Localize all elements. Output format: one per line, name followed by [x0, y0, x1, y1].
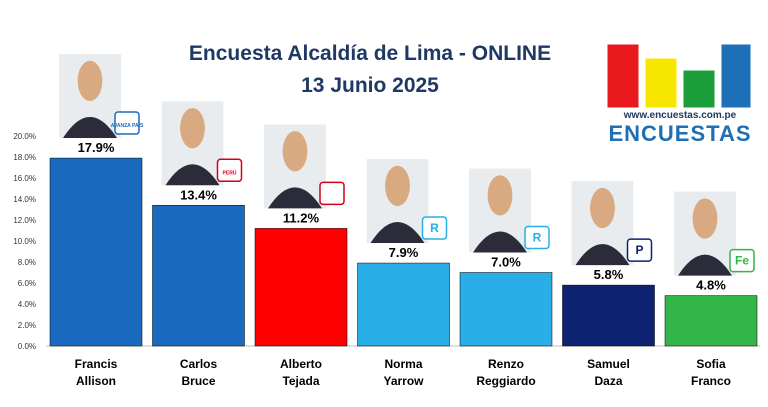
candidate-photo [161, 101, 224, 186]
renovacion-popular-logo-text: R [533, 231, 542, 245]
candidate-photo [264, 124, 326, 209]
logo-word: ENCUESTAS [608, 121, 752, 146]
x-tick-label: Yarrow [383, 374, 424, 388]
x-tick-label: Carlos [180, 357, 218, 371]
x-tick-label: Norma [384, 357, 422, 371]
candidate-photo [469, 168, 531, 253]
y-tick-label: 20.0% [13, 132, 36, 141]
bar [357, 262, 450, 347]
bar [562, 284, 655, 347]
data-label: 17.9% [78, 140, 115, 155]
candidate-photo [366, 159, 429, 244]
avanza-pais-logo-text: AVANZA PAÍS [111, 121, 144, 129]
podemos-logo [626, 238, 653, 262]
avanza-pais-logo [114, 111, 140, 135]
somos-peru-logo-text: PERÚ [223, 169, 237, 176]
bar [254, 228, 348, 347]
x-tick-label: Daza [594, 374, 622, 388]
renovacion-popular-logo [524, 225, 550, 250]
data-label: 13.4% [180, 187, 217, 202]
apra-logo [319, 181, 345, 206]
candidate-photo [674, 191, 736, 276]
bar [664, 295, 758, 347]
y-tick-label: 2.0% [18, 321, 36, 330]
y-tick-label: 8.0% [18, 258, 36, 267]
x-tick-label: Samuel [587, 357, 630, 371]
fe-logo [729, 248, 755, 273]
x-tick-label: Reggiardo [476, 374, 535, 388]
y-tick-label: 6.0% [18, 279, 36, 288]
bar [459, 272, 553, 347]
somos-peru-logo [216, 158, 243, 183]
y-tick-label: 18.0% [13, 153, 36, 162]
data-label: 7.9% [389, 245, 419, 260]
chart-subtitle: 13 Junio 2025 [301, 74, 439, 97]
data-label: 11.2% [283, 210, 320, 225]
renovacion-popular-logo [421, 216, 448, 240]
x-tick-label: Tejada [282, 374, 319, 388]
x-tick-label: Franco [691, 374, 731, 388]
data-label: 5.8% [594, 267, 624, 282]
renovacion-popular-logo-text: R [430, 221, 439, 235]
x-tick-label: Allison [76, 374, 116, 388]
y-tick-label: 16.0% [13, 174, 36, 183]
data-label: 7.0% [491, 255, 521, 270]
x-tick-label: Bruce [181, 374, 215, 388]
x-tick-label: Sofia [696, 357, 726, 371]
encuestas-logo-bars [606, 43, 752, 109]
candidate-photo [571, 181, 634, 266]
logo-url: www.encuestas.com.pe [623, 110, 737, 121]
y-tick-label: 0.0% [18, 342, 36, 351]
x-tick-label: Alberto [280, 357, 322, 371]
candidate-photo [59, 54, 121, 139]
y-tick-label: 12.0% [13, 216, 36, 225]
y-tick-label: 14.0% [13, 195, 36, 204]
fe-logo-text: Fe [735, 254, 749, 268]
chart-title: Encuesta Alcaldía de Lima - ONLINE [188, 42, 552, 65]
x-tick-label: Renzo [488, 357, 524, 371]
y-tick-label: 10.0% [13, 237, 36, 246]
x-tick-label: Francis [75, 357, 118, 371]
y-tick-label: 4.0% [18, 300, 36, 309]
bar [49, 157, 143, 347]
encuestas-logo [605, 42, 753, 146]
bar [152, 205, 245, 347]
data-label: 4.8% [696, 278, 726, 293]
podemos-logo-text: P [635, 243, 643, 257]
